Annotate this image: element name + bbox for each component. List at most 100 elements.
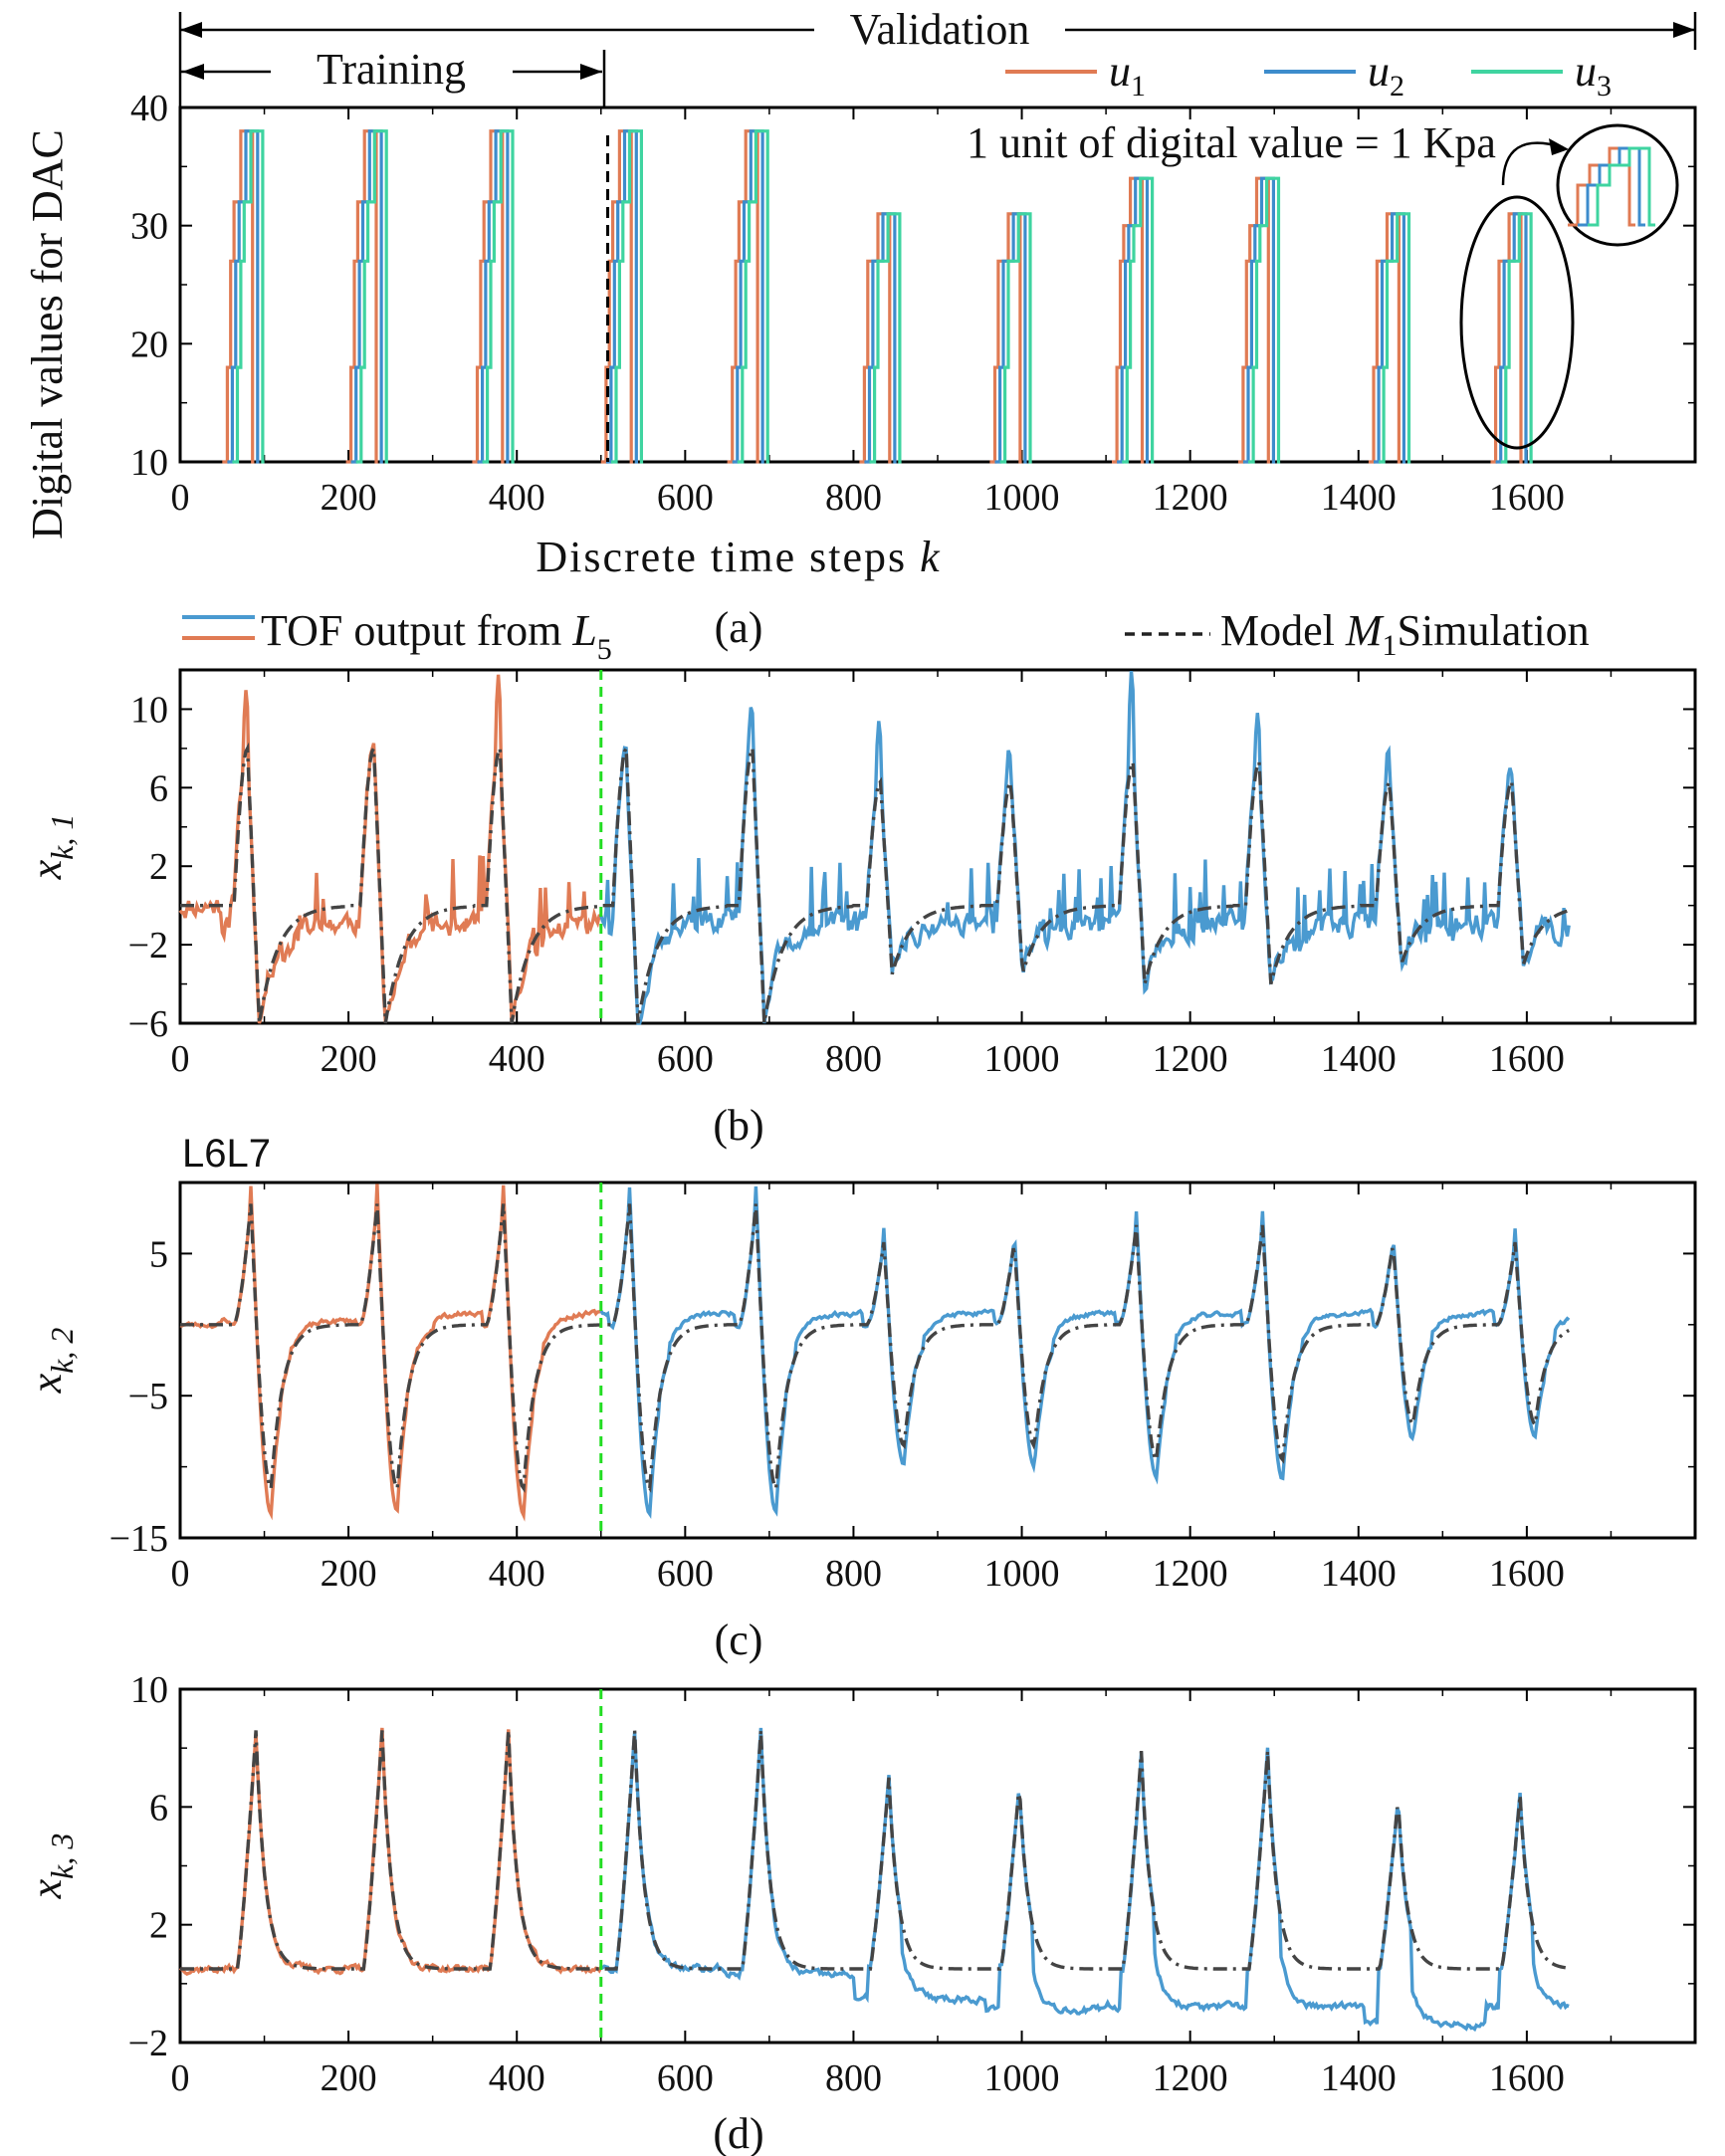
x-tick-label: 600 — [657, 2057, 714, 2099]
legend-label-u2: u2 — [1368, 47, 1404, 103]
series-line-u3 — [232, 129, 1533, 464]
x-tick-label: 800 — [825, 2057, 882, 2099]
training-arrowhead-left — [182, 64, 204, 80]
training-arrowhead-right — [580, 64, 602, 80]
series-line-u1 — [222, 129, 1523, 464]
y-tick-label: −6 — [128, 1003, 168, 1045]
validation-header: Validation — [178, 5, 1697, 108]
x-tick-label: 800 — [825, 1038, 882, 1080]
y-tick-label: −2 — [128, 925, 168, 967]
plot-frame-b — [178, 668, 1697, 1025]
series-line-model — [180, 1203, 1570, 1493]
y-tick-label: −15 — [109, 1518, 168, 1560]
zoom-inset-line-3 — [1588, 146, 1655, 227]
y-tick-label: −2 — [128, 2023, 168, 2064]
y-tick-label: −5 — [128, 1376, 168, 1417]
y-tick-label: 6 — [149, 767, 168, 809]
y-tick-label: 10 — [130, 689, 168, 731]
x-tick-label: 200 — [321, 477, 377, 519]
panel-c-extra-label: L6L7 — [182, 1132, 271, 1176]
x-tick-label: 1200 — [1153, 477, 1228, 519]
panel-a: 0 200 400 600 800 1000 1200 1400 1600 10 20 30 40 (a)… — [23, 88, 1697, 652]
x-tick-label: 1000 — [984, 1038, 1060, 1080]
legend-label-u3: u3 — [1575, 47, 1612, 103]
validation-arrowhead-right — [1673, 22, 1695, 38]
legend-model-label: Model M1Simulation — [1220, 606, 1590, 662]
x-tick-label: 1000 — [984, 2057, 1060, 2099]
series-line-measured-validation — [600, 1727, 1570, 2033]
y-tick-label: 10 — [130, 1669, 168, 1711]
training-label: Training — [317, 45, 466, 94]
x-tick-label: 600 — [657, 1038, 714, 1080]
annotation-pressure-unit: 1 unit of digital value = 1 Kpa — [967, 118, 1496, 167]
y-tick-label: 5 — [149, 1233, 168, 1275]
training-header: Training — [180, 45, 606, 108]
legend-tof-label: TOF output from L5 — [261, 606, 612, 666]
panel-caption: (b) — [713, 1101, 763, 1150]
x-tick-label: 200 — [321, 2057, 377, 2099]
x-tick-label: 0 — [171, 1038, 190, 1080]
zoom-ellipse — [1459, 195, 1575, 450]
y-axis-label: xk, 3 — [22, 1833, 80, 1900]
series-line-measured-validation — [599, 670, 1571, 1025]
y-tick-label: 2 — [149, 846, 168, 888]
x-axis-label: Discrete time steps k — [536, 533, 941, 581]
legend-panel-a: u1 u2 u3 — [1005, 47, 1612, 103]
x-tick-label: 1400 — [1321, 1038, 1397, 1080]
x-tick-label: 1600 — [1489, 477, 1565, 519]
y-axis-label: xk, 2 — [22, 1328, 80, 1395]
y-tick-label: 30 — [130, 206, 168, 248]
x-tick-label: 800 — [825, 477, 882, 519]
x-tick-label: 1200 — [1153, 1038, 1228, 1080]
plot-frame-c — [178, 1181, 1697, 1540]
legend-label-u1: u1 — [1109, 47, 1146, 103]
y-tick-label: 6 — [149, 1787, 168, 1829]
x-tick-label: 1600 — [1489, 1038, 1565, 1080]
x-tick-label: 0 — [171, 1553, 190, 1595]
validation-arrowhead-left — [180, 22, 202, 38]
series-line-measured-training — [178, 1727, 603, 1977]
y-axis-label: xk, 1 — [22, 814, 80, 881]
series-line-u2 — [227, 129, 1528, 464]
x-tick-label: 1600 — [1489, 1553, 1565, 1595]
panel-d: 0 200 400 600 800 1000 1200 1400 1600 −2 2 6 10 (d) xk… — [22, 1669, 1697, 2156]
y-tick-label: 40 — [130, 88, 168, 129]
y-tick-label: 20 — [130, 323, 168, 365]
x-tick-label: 800 — [825, 1553, 882, 1595]
x-tick-label: 1200 — [1153, 1553, 1228, 1595]
series-line-measured-validation — [599, 1186, 1571, 1519]
x-tick-label: 1000 — [984, 1553, 1060, 1595]
x-tick-label: 1400 — [1321, 1553, 1397, 1595]
x-tick-label: 400 — [489, 1553, 545, 1595]
y-axis-label: Digital values for DAC — [23, 129, 72, 539]
plot-frame-d — [178, 1687, 1697, 2045]
x-tick-label: 1400 — [1321, 2057, 1397, 2099]
zoom-arrowhead — [1549, 138, 1569, 155]
y-tick-label: 10 — [130, 442, 168, 484]
panel-caption: (a) — [715, 603, 763, 652]
x-tick-label: 400 — [489, 2057, 545, 2099]
x-tick-label: 0 — [171, 2057, 190, 2099]
panel-b: 0 200 400 600 800 1000 1200 1400 1600 −6 −2 2 6 10 (b)… — [22, 668, 1697, 1150]
x-tick-label: 1600 — [1489, 2057, 1565, 2099]
zoom-inset-circle — [1556, 123, 1679, 247]
x-tick-label: 600 — [657, 1553, 714, 1595]
x-tick-label: 200 — [321, 1038, 377, 1080]
y-tick-label: 2 — [149, 1905, 168, 1947]
panel-caption: (d) — [713, 2109, 763, 2156]
x-tick-label: 400 — [489, 1038, 545, 1080]
panel-caption: (c) — [715, 1616, 763, 1664]
x-tick-label: 1000 — [984, 477, 1060, 519]
x-tick-label: 0 — [171, 477, 190, 519]
series-line-measured-training — [179, 1184, 602, 1522]
x-tick-label: 600 — [657, 477, 714, 519]
legend-tof-model: TOF output from L5 Model M1Simulation — [182, 606, 1590, 666]
validation-label: Validation — [850, 5, 1030, 54]
series-line-model — [180, 742, 1570, 1024]
x-tick-label: 200 — [321, 1553, 377, 1595]
x-tick-label: 400 — [489, 477, 545, 519]
x-tick-label: 1400 — [1321, 477, 1397, 519]
series-line-measured-training — [178, 674, 601, 1024]
panel-c: 0 200 400 600 800 1000 1200 1400 1600 −15 −5 5 (c) xk… — [22, 1181, 1697, 1664]
